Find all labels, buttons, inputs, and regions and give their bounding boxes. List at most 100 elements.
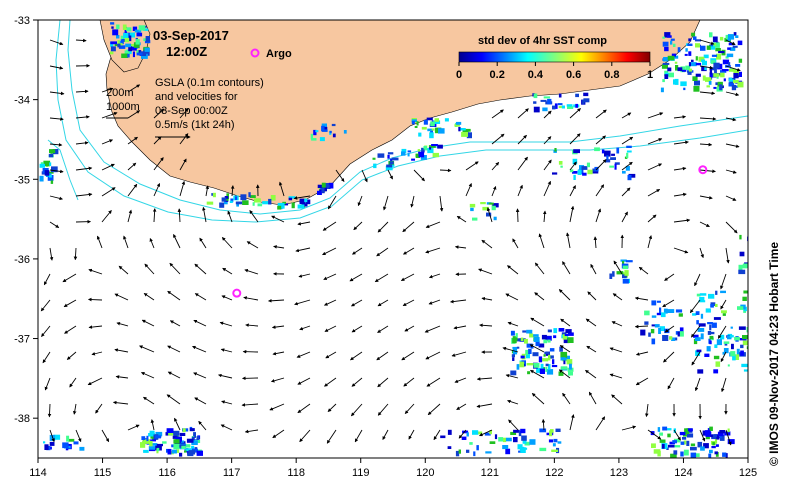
sst-patch-cell (128, 46, 132, 52)
sst-patch-cell (697, 369, 704, 374)
sst-patch-cell (548, 364, 551, 370)
x-tick-label: 115 (94, 467, 112, 479)
y-tick-label: -37 (14, 334, 30, 346)
velocity-arrow (453, 325, 467, 330)
sst-patch-cell (685, 65, 691, 71)
sst-patch-cell (541, 334, 547, 340)
sst-patch-cell (601, 149, 605, 154)
sst-patch-cell (558, 161, 563, 165)
sst-patch-cell (235, 196, 238, 200)
sst-patch-cell (299, 198, 306, 205)
sst-patch-cell (614, 162, 620, 165)
sst-patch-cell (654, 324, 660, 328)
sst-patch-cell (622, 265, 629, 270)
velocity-arrow (725, 143, 740, 148)
sst-patch-cell (740, 350, 744, 356)
x-tick-label: 117 (223, 467, 241, 479)
sst-patch-cell (546, 369, 554, 375)
velocity-arrow (293, 195, 311, 200)
sst-patch-cell (743, 369, 748, 372)
sst-patch-cell (713, 86, 717, 89)
velocity-arrow (127, 110, 141, 119)
sst-patch-cell (414, 126, 418, 128)
velocity-arrow (538, 233, 545, 249)
velocity-arrow (465, 183, 472, 197)
sst-patch-cell (418, 132, 422, 137)
sst-patch-cell (262, 201, 269, 205)
sst-patch-cell (526, 363, 534, 366)
velocity-arrow (377, 377, 389, 388)
sst-patch-cell (696, 349, 702, 353)
velocity-arrow (139, 345, 155, 353)
sst-patch-cell (684, 428, 690, 435)
velocity-arrow (507, 265, 519, 275)
sst-patch-cell (466, 449, 470, 453)
sst-patch-cell (730, 326, 733, 329)
velocity-arrow (569, 205, 575, 223)
sst-patch-cell (454, 124, 460, 127)
sst-patch-cell (319, 137, 325, 142)
sst-patch-cell (560, 351, 568, 358)
sst-patch-cell (622, 260, 625, 266)
sst-patch-cell (472, 430, 479, 435)
velocity-arrow (351, 377, 363, 387)
velocity-arrow (725, 169, 737, 174)
sst-patch-cell (669, 441, 675, 445)
sst-patch-cell (679, 327, 684, 333)
velocity-arrow (143, 293, 155, 301)
sst-patch-cell (437, 144, 443, 149)
sst-patch-cell (125, 43, 132, 48)
sst-patch-cell (156, 447, 160, 452)
sst-patch-cell (743, 290, 748, 294)
velocity-arrow (271, 325, 285, 329)
sst-patch-cell (682, 69, 687, 72)
velocity-arrow (115, 375, 129, 379)
sst-patch-cell (730, 351, 736, 357)
sst-patch-cell (321, 125, 325, 132)
sst-patch-cell (480, 202, 486, 205)
sst-patch-cell (311, 138, 317, 141)
sst-patch-cell (512, 338, 517, 344)
velocity-arrow (49, 143, 63, 147)
sst-patch-cell (505, 437, 512, 442)
sst-patch-cell (727, 335, 732, 340)
sst-patch-cell (737, 81, 744, 88)
velocity-arrow (425, 247, 441, 254)
sst-patch-cell (679, 331, 684, 337)
sst-patch-cell (385, 165, 393, 171)
sst-patch-cell (332, 133, 336, 138)
sst-patch-cell (179, 432, 186, 436)
sst-patch-cell (715, 290, 718, 295)
velocity-arrow (62, 273, 77, 283)
sst-patch-cell (552, 443, 556, 447)
sst-patch-cell (612, 271, 615, 277)
velocity-arrow (49, 429, 55, 443)
velocity-arrow (558, 289, 571, 301)
velocity-arrow (725, 195, 737, 201)
sst-patch-cell (675, 65, 679, 71)
argo-float-marker (698, 165, 708, 175)
velocity-arrow (169, 262, 181, 275)
sst-patch-cell (551, 449, 559, 452)
sst-patch-cell (411, 119, 417, 122)
sst-patch-cell (128, 35, 132, 42)
velocity-arrow (42, 351, 51, 364)
sst-patch-cell (120, 35, 125, 42)
sst-patch-cell (735, 64, 741, 67)
sst-patch-cell (230, 198, 234, 203)
velocity-arrow (588, 391, 597, 405)
sst-patch-cell (212, 192, 216, 198)
sst-patch-cell (235, 201, 243, 205)
argo-legend-label: Argo (266, 48, 292, 60)
sst-patch-cell (737, 306, 744, 310)
velocity-arrow (502, 346, 519, 353)
sst-patch-cell (570, 371, 573, 376)
velocity-arrow (529, 344, 545, 353)
sst-patch-cell (268, 198, 272, 205)
sst-patch-cell (133, 42, 140, 48)
sst-patch-cell (242, 200, 249, 205)
sst-patch-cell (141, 53, 148, 59)
sst-patch-cell (421, 147, 425, 153)
sst-patch-cell (713, 317, 721, 320)
velocity-arrow (699, 65, 714, 70)
